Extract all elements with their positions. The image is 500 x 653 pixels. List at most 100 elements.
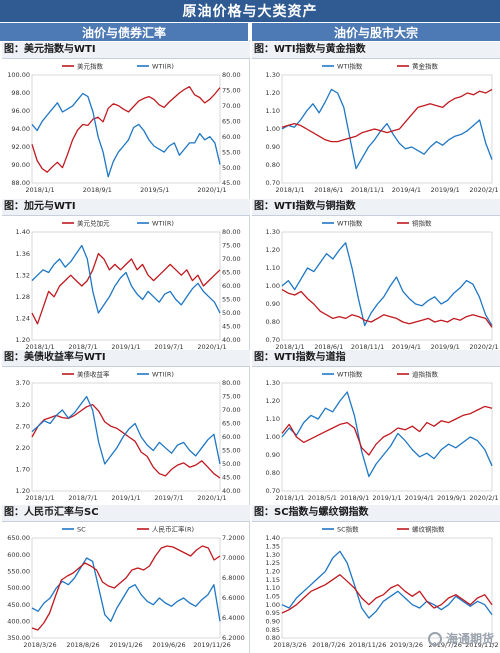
y-left-tick-label: 1.10 [266,107,280,115]
series-line [31,395,221,465]
legend-label: WTI(R) [152,62,174,70]
y-left-tick-label: 1.40 [266,534,280,542]
series-line [281,88,493,170]
chart-title: 图：WTI指数与铜指数 [252,199,500,216]
y-right-tick-label: 7.0000 [222,554,245,562]
y-left-tick-label: 1.32 [16,271,30,279]
legend-label: WTI指数 [337,218,363,227]
x-tick-label: 2019/1/1 [111,494,140,502]
y-left-tick-label: 500.00 [7,584,30,592]
y-left-tick-label: 0.90 [266,618,280,626]
chart-svg: 美元兑加元 WTI(R) 1.20 1.24 1.28 1.32 1.36 1.40 40.00… [16,218,241,351]
y-left-tick-label: 0.70 [266,179,280,187]
legend-label: 道指指数 [412,369,439,378]
y-right-tick-label: 45.00 [222,474,241,482]
y-left-tick-label: 1.28 [16,293,30,301]
series-line [31,244,221,314]
y-left-tick-label: 0.70 [266,336,280,344]
plot-area [31,74,221,184]
y-right-tick-label: 6.2000 [222,634,245,642]
x-tick-label: 2018/8/26 [66,641,99,649]
plot-area [31,537,221,639]
y-left-tick-label: 0.80 [266,161,280,169]
y-left-tick-label: 1.20 [266,568,280,576]
x-tick-label: 2018/11/26 [349,641,386,649]
y-right-tick-label: 80.00 [222,379,241,387]
y-right-tick-label: 55.00 [222,447,241,455]
y-left-tick-label: 600.00 [7,551,30,559]
x-tick-label: 2018/1/1 [275,343,304,351]
y-left-tick-label: 0.90 [266,451,280,459]
x-tick-label: 2019/4/1 [392,186,421,194]
series-line [31,86,221,173]
chart-svg: 美债收益率 WTI(R) 1.20 1.70 2.20 2.70 3.20 3.70 40.00… [16,369,241,502]
y-left-tick-label: 650.00 [7,534,30,542]
y-left-tick-label: 0.80 [266,634,280,642]
y-left-tick-label: 450.00 [7,601,30,609]
chart-title: 图：加元与WTI [2,199,250,216]
series-line [31,545,221,631]
legend-label: SC [77,525,86,533]
x-tick-label: 2018/1/1 [25,343,54,351]
series-line [31,403,221,479]
y-right-tick-label: 45.00 [222,179,241,187]
plot-area [31,382,221,492]
y-left-tick-label: 1.20 [266,89,280,97]
x-tick-label: 2018/1/1 [275,186,304,194]
y-left-tick-label: 400.00 [7,618,30,626]
y-right-tick-label: 50.00 [222,164,241,172]
y-left-tick-label: 1.10 [266,415,280,423]
chart-svg: 美元指数 WTI(R) 88.00 90.00 92.00 94.00 96.00 98.00… [7,61,241,194]
x-tick-label: 2018/1/1 [25,186,54,194]
y-left-tick-label: 350.00 [7,634,30,642]
x-tick-label: 2019/11/26 [193,641,230,649]
y-right-tick-label: 7.2000 [222,534,245,542]
x-tick-label: 2020/2/1 [469,494,498,502]
column-divider [249,40,250,653]
y-left-tick-label: 0.85 [266,626,280,634]
chart-svg: WTI指数 黄金指数 0.70 0.80 0.90 1.00 1.10 1.20 1.30 201… [266,61,498,194]
legend-label: 铜指数 [412,218,432,227]
y-left-tick-label: 0.80 [266,318,280,326]
legend-label: 螺纹钢指数 [412,524,445,533]
y-left-tick-label: 1.30 [266,551,280,559]
y-right-tick-label: 50.00 [222,309,241,317]
y-left-tick-label: 0.90 [266,143,280,151]
legend-label: WTI指数 [337,61,363,70]
x-tick-label: 2019/4/1 [392,343,421,351]
y-right-tick-label: 55.00 [222,296,241,304]
x-tick-label: 2019/7/26 [429,641,462,649]
x-tick-label: 2018/6/1 [314,186,343,194]
page-title: 原油价格与大类资产 [0,0,500,22]
y-left-tick-label: 0.80 [266,469,280,477]
x-tick-label: 2020/2/1 [469,186,498,194]
series-line [281,242,493,327]
series-line [31,557,221,622]
x-tick-label: 2019/9/1 [431,343,460,351]
x-tick-label: 2018/11/1 [351,186,384,194]
y-left-tick-label: 1.36 [16,250,30,258]
chart-title: 图：SC指数与螺纹钢指数 [252,505,500,522]
y-right-tick-label: 65.00 [222,117,241,125]
y-right-tick-label: 65.00 [222,420,241,428]
legend-label: WTI(R) [152,219,174,227]
y-left-tick-label: 1.30 [266,71,280,79]
x-tick-label: 2018/5/1 [308,494,337,502]
y-right-tick-label: 75.00 [222,393,241,401]
y-right-tick-label: 40.00 [222,336,241,344]
y-left-tick-label: 1.00 [266,601,280,609]
chart-svg: SC 人民币汇率(R) 350.00 400.00 450.00 500.00 550.00… [7,524,245,649]
legend-label: WTI(R) [152,370,174,378]
y-left-tick-label: 1.20 [266,397,280,405]
x-tick-label: 2019/5/1 [140,186,169,194]
y-right-tick-label: 70.00 [222,102,241,110]
legend-label: 美元兑加元 [77,218,110,227]
chart-svg: WTI指数 道指指数 0.70 0.80 0.90 1.00 1.10 1.20 1.30 201… [266,369,498,502]
y-left-tick-label: 88.00 [11,179,30,187]
x-tick-label: 2019/7/1 [154,494,183,502]
chart-svg: SC指数 螺纹钢指数 0.800.850.900.951.001.051.101.1… [266,524,498,649]
y-right-tick-label: 6.4000 [222,614,245,622]
x-tick-label: 2019/4/1 [405,494,434,502]
left-section-header: 油价与债券汇率 [0,22,248,41]
y-left-tick-label: 3.20 [16,401,30,409]
